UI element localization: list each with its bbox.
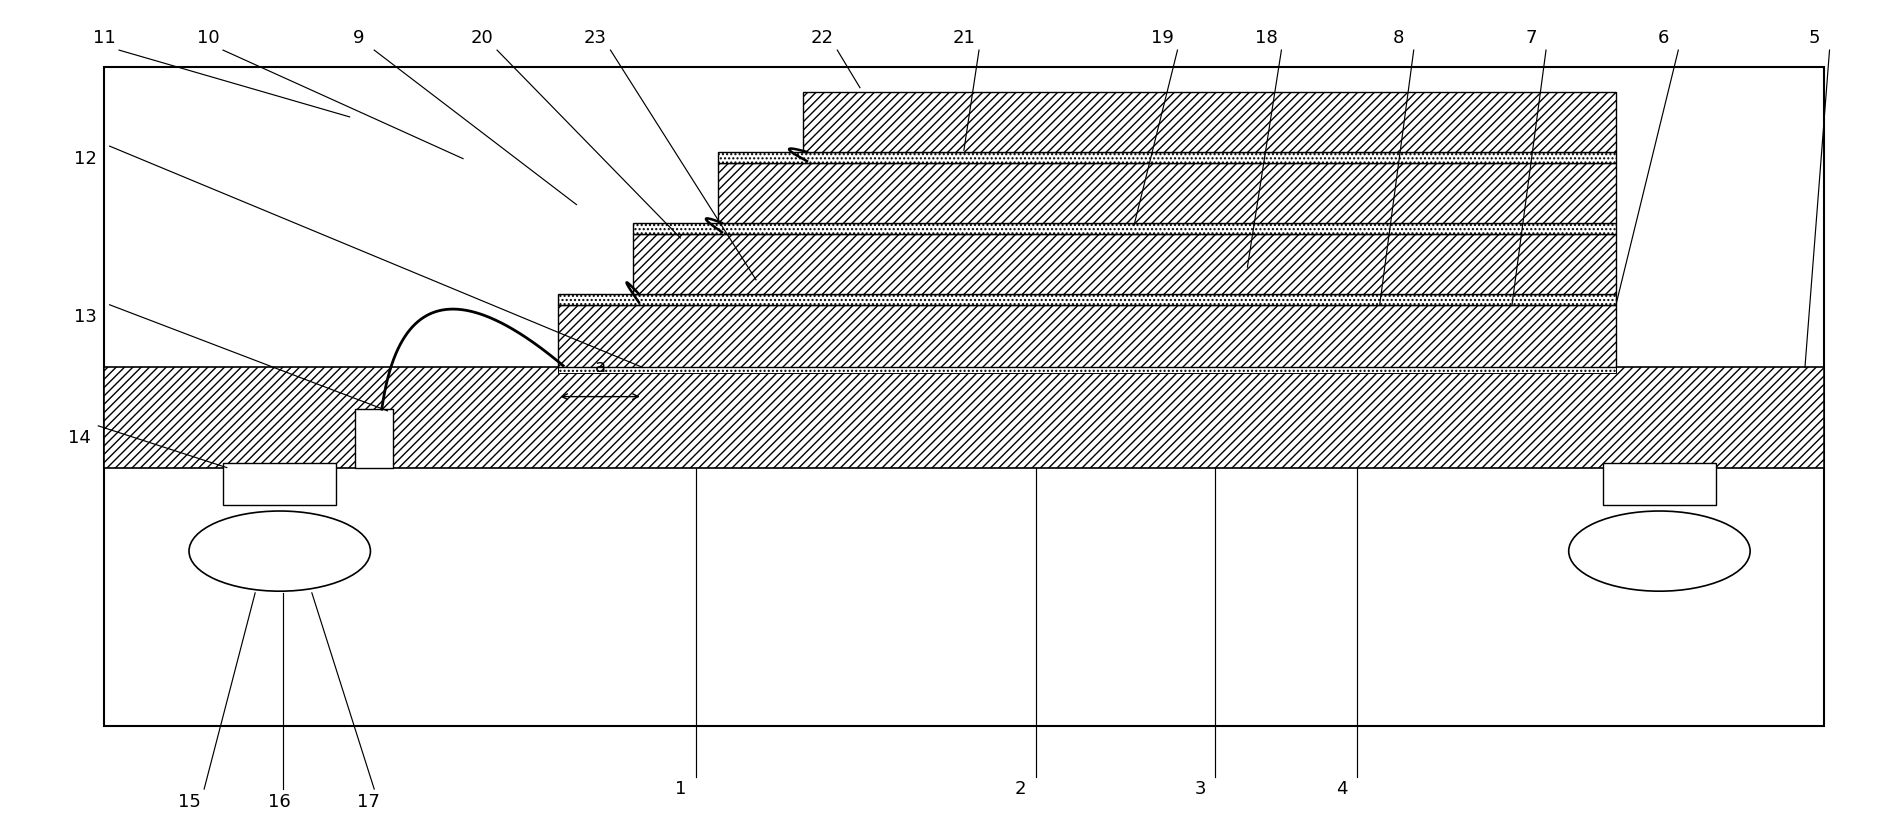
Text: 11: 11 xyxy=(93,28,115,47)
Text: 19: 19 xyxy=(1150,28,1173,47)
Text: 9: 9 xyxy=(353,28,365,47)
Text: 22: 22 xyxy=(810,28,833,47)
Text: 14: 14 xyxy=(68,429,91,448)
Bar xyxy=(718,152,1615,163)
Text: 21: 21 xyxy=(952,28,975,47)
Text: 1: 1 xyxy=(674,780,686,798)
Bar xyxy=(104,367,1823,468)
Circle shape xyxy=(189,511,370,591)
Bar xyxy=(557,294,1615,305)
Bar xyxy=(557,305,1615,367)
Bar xyxy=(633,223,1615,234)
Text: a: a xyxy=(595,357,604,376)
Text: 20: 20 xyxy=(470,28,493,47)
Text: 18: 18 xyxy=(1254,28,1277,47)
Text: 5: 5 xyxy=(1808,28,1819,47)
Text: 2: 2 xyxy=(1014,780,1026,798)
Text: 8: 8 xyxy=(1392,28,1404,47)
Text: 7: 7 xyxy=(1524,28,1536,47)
Text: 23: 23 xyxy=(584,28,606,47)
Bar xyxy=(557,365,1615,373)
Bar xyxy=(718,163,1615,223)
Text: 12: 12 xyxy=(74,149,96,168)
Text: 16: 16 xyxy=(268,792,291,811)
Text: 4: 4 xyxy=(1336,780,1347,798)
Bar xyxy=(803,92,1615,152)
Text: 15: 15 xyxy=(178,792,200,811)
Text: 13: 13 xyxy=(74,308,96,326)
Text: 6: 6 xyxy=(1657,28,1668,47)
Bar xyxy=(1602,463,1715,505)
Bar xyxy=(355,409,393,468)
Circle shape xyxy=(1568,511,1749,591)
Bar xyxy=(223,463,336,505)
Text: 3: 3 xyxy=(1194,780,1205,798)
Text: 10: 10 xyxy=(196,28,219,47)
Bar xyxy=(633,234,1615,294)
Text: 17: 17 xyxy=(357,792,380,811)
Bar xyxy=(104,67,1823,726)
